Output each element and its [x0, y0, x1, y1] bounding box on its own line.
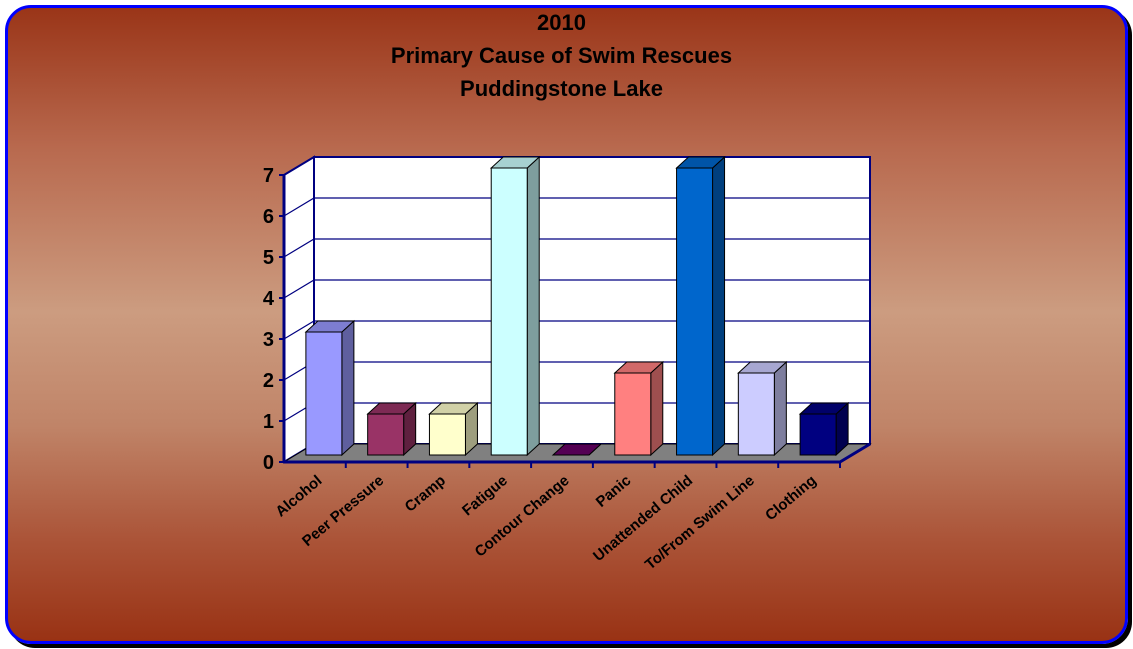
- bar-front: [614, 372, 652, 456]
- bar: [675, 155, 726, 457]
- bar: [551, 443, 603, 456]
- x-tick-label: Fatigue: [459, 472, 511, 519]
- bar-side: [650, 360, 664, 457]
- bar-side: [773, 360, 787, 457]
- bar-front: [799, 413, 837, 456]
- bar-front: [305, 331, 343, 456]
- x-tick-label: Cramp: [402, 472, 449, 516]
- bar-side: [526, 155, 540, 457]
- chart-title: 2010 Primary Cause of Swim Rescues Puddi…: [0, 6, 1123, 105]
- bar: [489, 155, 541, 457]
- bar-side: [341, 319, 355, 457]
- y-tick-label: 3: [263, 329, 274, 351]
- bar-front: [490, 167, 528, 456]
- bar: [613, 360, 665, 457]
- y-tick-label: 1: [263, 411, 274, 433]
- chart-title-location: Puddingstone Lake: [460, 76, 663, 101]
- x-tick-label: Alcohol: [272, 472, 325, 520]
- x-tick-label: To/From Swim Line: [642, 472, 758, 573]
- bar-front: [737, 372, 775, 456]
- chart-title-main: Primary Cause of Swim Rescues: [390, 43, 733, 68]
- bar-side: [712, 155, 726, 457]
- y-tick-label: 2: [263, 370, 274, 392]
- bar-front: [676, 167, 714, 456]
- y-tick-label: 6: [263, 206, 274, 228]
- x-tick-label: Panic: [593, 472, 635, 511]
- y-tick-label: 5: [263, 247, 274, 269]
- bar-front: [428, 413, 466, 456]
- y-tick-labels: 0 1 2 3 4 5 6 7: [263, 165, 275, 474]
- chart-title-year: 2010: [537, 10, 586, 35]
- y-tick-label: 0: [263, 452, 274, 474]
- bar: [798, 401, 850, 457]
- gridline: [283, 156, 870, 176]
- floor-edge-line: [839, 442, 871, 464]
- bar: [737, 360, 788, 457]
- bar: [428, 401, 479, 457]
- bars: [304, 155, 850, 457]
- bar: [304, 319, 356, 457]
- axes: [279, 174, 871, 468]
- y-tick-label: 7: [263, 165, 274, 187]
- bar: [366, 401, 417, 457]
- bar-top: [551, 443, 603, 456]
- y-tick-label: 4: [263, 288, 275, 310]
- x-tick-label: Clothing: [762, 472, 820, 524]
- bar-front: [367, 413, 405, 456]
